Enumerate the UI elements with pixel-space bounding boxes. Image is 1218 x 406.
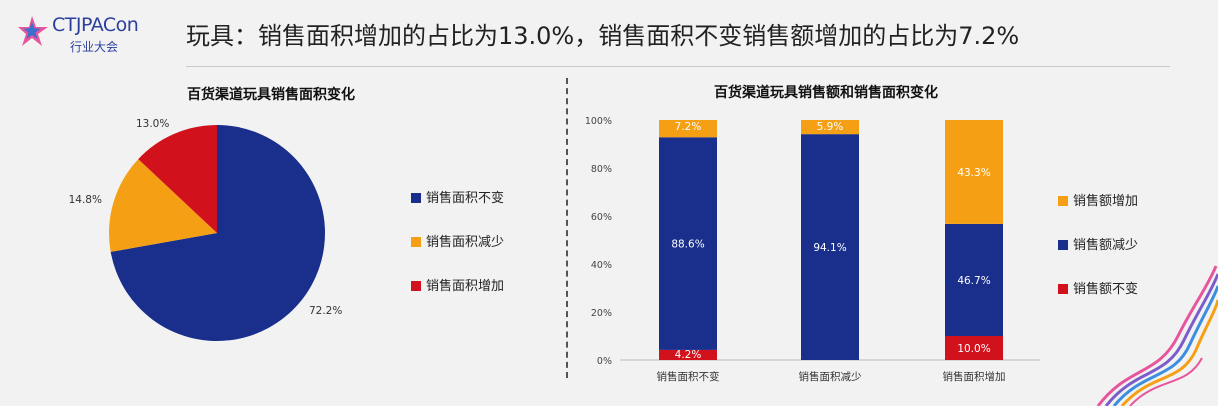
bar-segment-3-3 — [945, 120, 1003, 224]
bar-legend-item-1: 销售额增加 — [1058, 190, 1138, 209]
bar-legend-item-2: 销售额减少 — [1058, 234, 1138, 253]
legend-label: 销售额不变 — [1073, 282, 1139, 297]
legend-label: 销售额增加 — [1073, 194, 1139, 209]
bar-value-label-1-3: 7.2% — [675, 121, 702, 133]
y-tick-label: 80% — [591, 164, 612, 175]
bar-segment-3-1 — [945, 336, 1003, 360]
bar-segment-1-1 — [659, 349, 717, 360]
bar-value-label-1-1: 4.2% — [675, 349, 702, 361]
bar-value-label-3-3: 43.3% — [957, 167, 990, 179]
pie-slice-2 — [109, 159, 217, 252]
legend-swatch — [411, 237, 421, 247]
pie-legend-item-2: 销售面积减少 — [411, 231, 504, 250]
pie-slice-3 — [138, 125, 217, 233]
legend-swatch — [1058, 240, 1068, 250]
pie-legend-item-3: 销售面积增加 — [411, 275, 504, 294]
bar-chart-title: 百货渠道玩具销售额和销售面积变化 — [714, 85, 938, 101]
decorative-ribbon-graphic — [1096, 265, 1218, 406]
stacked-bar-chart: 0%20%40%60%80%100%4.2%88.6%7.2%销售面积不变0.0… — [585, 116, 1040, 383]
pie-chart: 72.2% 14.8% 13.0% — [69, 118, 342, 341]
legend-label: 销售面积不变 — [426, 191, 505, 206]
legend-swatch — [411, 281, 421, 291]
bar-value-label-3-1: 10.0% — [957, 343, 990, 355]
legend-swatch — [411, 193, 421, 203]
y-tick-label: 100% — [585, 116, 612, 127]
bar-value-label-3-2: 46.7% — [957, 275, 990, 287]
pie-slice-label-3: 13.0% — [136, 118, 169, 130]
legend-label: 销售额减少 — [1073, 238, 1139, 253]
legend-swatch — [1058, 196, 1068, 206]
bar-segment-1-2 — [659, 137, 717, 350]
bar-value-label-2-3: 5.9% — [817, 121, 844, 133]
x-category-label-3: 销售面积增加 — [943, 370, 1006, 383]
legend-label: 销售面积减少 — [426, 235, 505, 250]
bar-segment-3-2 — [945, 223, 1003, 336]
chart-divider — [566, 78, 568, 378]
y-tick-label: 60% — [591, 212, 612, 223]
y-tick-label: 20% — [591, 308, 612, 319]
pie-slice-label-1: 72.2% — [309, 305, 342, 317]
pie-legend-item-1: 销售面积不变 — [411, 187, 504, 206]
pie-chart-title: 百货渠道玩具销售面积变化 — [187, 87, 355, 103]
bar-segment-1-3 — [659, 120, 717, 138]
bar-legend-item-3: 销售额不变 — [1058, 278, 1138, 297]
star-logo-icon — [18, 16, 48, 46]
logo-subtitle: 行业大会 — [70, 40, 119, 54]
pie-slice-1 — [110, 125, 325, 341]
bar-value-label-2-2: 94.1% — [813, 242, 846, 254]
legend-swatch — [1058, 284, 1068, 294]
x-category-label-1: 销售面积不变 — [657, 370, 720, 383]
bar-segment-2-2 — [801, 134, 859, 360]
logo-name: CTJPACon — [52, 14, 139, 36]
header-rule — [186, 66, 1170, 67]
y-tick-label: 0% — [597, 356, 612, 367]
bar-value-label-1-2: 88.6% — [671, 239, 704, 251]
bar-segment-2-3 — [801, 120, 859, 135]
y-tick-label: 40% — [591, 260, 612, 271]
x-category-label-2: 销售面积减少 — [799, 370, 862, 383]
pie-slice-label-2: 14.8% — [69, 194, 102, 206]
ctjpacon-logo: CTJPACon 行业大会 — [18, 10, 148, 56]
legend-label: 销售面积增加 — [426, 279, 505, 294]
page-headline: 玩具：销售面积增加的占比为13.0%，销售面积不变销售额增加的占比为7.2% — [186, 22, 1020, 50]
